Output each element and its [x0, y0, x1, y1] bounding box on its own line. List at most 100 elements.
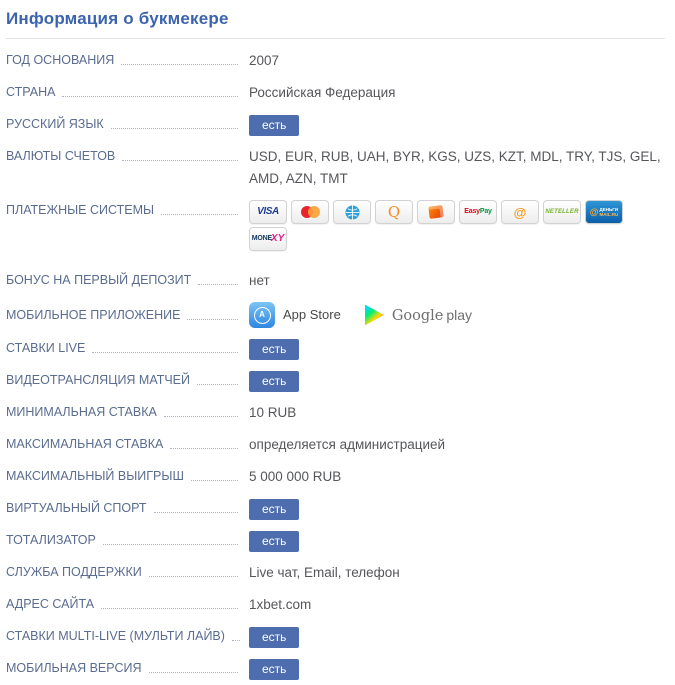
- row-value: есть: [249, 114, 665, 136]
- app-store-badge[interactable]: A App Store: [249, 302, 341, 328]
- row-label-text: ВИРТУАЛЬНЫЙ СПОРТ: [6, 501, 147, 515]
- app-store-label: App Store: [283, 307, 341, 322]
- row-label: МОБИЛЬНАЯ ВЕРСИЯ: [6, 658, 249, 678]
- dotted-leader: [110, 128, 238, 129]
- row-value: A App Store Google play: [249, 302, 665, 328]
- info-row: МАКСИМАЛЬНЫЙ ВЫИГРЫШ 5 000 000 RUB: [6, 461, 665, 493]
- row-label: АДРЕС САЙТА: [6, 594, 249, 614]
- dotted-leader: [153, 512, 238, 513]
- row-value: есть: [249, 530, 665, 552]
- row-label: ГОД ОСНОВАНИЯ: [6, 50, 249, 70]
- row-value: 10 RUB: [249, 405, 297, 420]
- yes-badge: есть: [249, 531, 300, 552]
- row-value: определяется администрацией: [249, 437, 446, 452]
- dotted-leader: [148, 672, 238, 673]
- payment-money-mail-ru-icon: @: [501, 200, 539, 224]
- webmoney-globe: [344, 204, 360, 220]
- info-row: МИНИМАЛЬНАЯ СТАВКА 10 RUB: [6, 397, 665, 429]
- dotted-leader: [198, 284, 238, 285]
- mobile-apps-list: A App Store Google play: [249, 302, 665, 328]
- row-value: VISA Q EasyPay @ NETELLER @ ДЕНЬГИ MAIL.RU MONE X…: [249, 200, 665, 251]
- info-row: СТАВКИ LIVE есть: [6, 333, 665, 365]
- info-row: СТРАНА Российская Федерация: [6, 77, 665, 109]
- dotted-leader: [102, 544, 238, 545]
- google-play-badge[interactable]: Google play: [364, 304, 473, 327]
- row-label: БОНУС НА ПЕРВЫЙ ДЕПОЗИТ: [6, 270, 249, 290]
- dotted-leader: [190, 480, 238, 481]
- info-row: СТАВКИ MULTI-LIVE (МУЛЬТИ ЛАЙВ) есть: [6, 621, 665, 653]
- row-label-text: МОБИЛЬНОЕ ПРИЛОЖЕНИЕ: [6, 308, 181, 322]
- row-value: есть: [249, 338, 665, 360]
- payment-systems-list: VISA Q EasyPay @ NETELLER @ ДЕНЬГИ MAIL.RU MONE X…: [249, 200, 649, 251]
- row-value: USD, EUR, RUB, UAH, BYR, KGS, UZS, KZT, …: [249, 149, 661, 186]
- row-label: МАКСИМАЛЬНЫЙ ВЫИГРЫШ: [6, 466, 249, 486]
- row-label-text: БОНУС НА ПЕРВЫЙ ДЕПОЗИТ: [6, 273, 192, 287]
- info-row: МОБИЛЬНАЯ ВЕРСИЯ есть: [6, 653, 665, 685]
- row-label-text: МОБИЛЬНАЯ ВЕРСИЯ: [6, 661, 142, 675]
- yes-badge: есть: [249, 339, 300, 360]
- row-label: СТАВКИ LIVE: [6, 338, 249, 358]
- row-label: ВИРТУАЛЬНЫЙ СПОРТ: [6, 498, 249, 518]
- row-label: СТРАНА: [6, 82, 249, 102]
- row-label: СЛУЖБА ПОДДЕРЖКИ: [6, 562, 249, 582]
- payment-dengi-mail-ru-icon: @ ДЕНЬГИ MAIL.RU: [585, 200, 623, 224]
- row-label-text: РУССКИЙ ЯЗЫК: [6, 117, 104, 131]
- row-value: Российская Федерация: [249, 85, 396, 100]
- dotted-leader: [101, 608, 238, 609]
- dotted-leader: [231, 640, 240, 641]
- row-label: МАКСИМАЛЬНАЯ СТАВКА: [6, 434, 249, 454]
- row-label-text: ГОД ОСНОВАНИЯ: [6, 53, 115, 67]
- payment-yandex-money-icon: [417, 200, 455, 224]
- info-row: ВИДЕОТРАНСЛЯЦИЯ МАТЧЕЙ есть: [6, 365, 665, 397]
- row-value: 5 000 000 RUB: [249, 469, 342, 484]
- row-label-text: ВИДЕОТРАНСЛЯЦИЯ МАТЧЕЙ: [6, 373, 190, 387]
- payment-qiwi-icon: Q: [375, 200, 413, 224]
- row-value: Live чат, Email, телефон: [249, 565, 400, 580]
- yes-badge: есть: [249, 115, 300, 136]
- dotted-leader: [187, 319, 238, 320]
- row-label-text: СТРАНА: [6, 85, 56, 99]
- payment-neteller-icon: NETELLER: [543, 200, 581, 224]
- row-label-text: ТОТАЛИЗАТОР: [6, 533, 96, 547]
- row-label-text: СЛУЖБА ПОДДЕРЖКИ: [6, 565, 142, 579]
- info-row: ТОТАЛИЗАТОР есть: [6, 525, 665, 557]
- row-value: есть: [249, 658, 665, 680]
- row-label: ВИДЕОТРАНСЛЯЦИЯ МАТЧЕЙ: [6, 370, 249, 390]
- dotted-leader: [62, 96, 238, 97]
- row-label-text: АДРЕС САЙТА: [6, 597, 95, 611]
- dotted-leader: [148, 576, 238, 577]
- app-store-icon: A: [249, 302, 275, 328]
- row-label: ВАЛЮТЫ СЧЕТОВ: [6, 146, 249, 166]
- info-row: ГОД ОСНОВАНИЯ 2007: [6, 45, 665, 77]
- google-play-icon: [364, 304, 384, 326]
- payment-monexy-icon: MONE XY: [249, 227, 287, 251]
- google-play-label: Google play: [391, 306, 473, 324]
- row-label: ПЛАТЕЖНЫЕ СИСТЕМЫ: [6, 200, 249, 220]
- row-value: есть: [249, 370, 665, 392]
- row-label-text: МИНИМАЛЬНАЯ СТАВКА: [6, 405, 157, 419]
- row-label: МОБИЛЬНОЕ ПРИЛОЖЕНИЕ: [6, 305, 249, 325]
- info-row: ВИРТУАЛЬНЫЙ СПОРТ есть: [6, 493, 665, 525]
- info-row: МОБИЛЬНОЕ ПРИЛОЖЕНИЕ A App Store Google play: [6, 297, 665, 333]
- row-label: СТАВКИ MULTI-LIVE (МУЛЬТИ ЛАЙВ): [6, 626, 249, 646]
- row-label-text: СТАВКИ MULTI-LIVE (МУЛЬТИ ЛАЙВ): [6, 629, 225, 643]
- info-row: СЛУЖБА ПОДДЕРЖКИ Live чат, Email, телефон: [6, 557, 665, 589]
- row-value: 1xbet.com: [249, 597, 312, 612]
- row-value: 2007: [249, 53, 280, 68]
- payment-webmoney-icon: [333, 200, 371, 224]
- yes-badge: есть: [249, 627, 300, 648]
- dotted-leader: [170, 448, 238, 449]
- payment-mastercard-icon: [291, 200, 329, 224]
- row-label-text: ПЛАТЕЖНЫЕ СИСТЕМЫ: [6, 203, 155, 217]
- row-value: нет: [249, 273, 270, 288]
- page-title: Информация о букмекере: [6, 6, 665, 39]
- payment-easypay-icon: EasyPay: [459, 200, 497, 224]
- row-label: РУССКИЙ ЯЗЫК: [6, 114, 249, 134]
- info-row: БОНУС НА ПЕРВЫЙ ДЕПОЗИТ нет: [6, 265, 665, 297]
- payment-visa-icon: VISA: [249, 200, 287, 224]
- row-value: есть: [249, 498, 665, 520]
- yes-badge: есть: [249, 371, 300, 392]
- dotted-leader: [163, 416, 238, 417]
- dotted-leader: [161, 214, 238, 215]
